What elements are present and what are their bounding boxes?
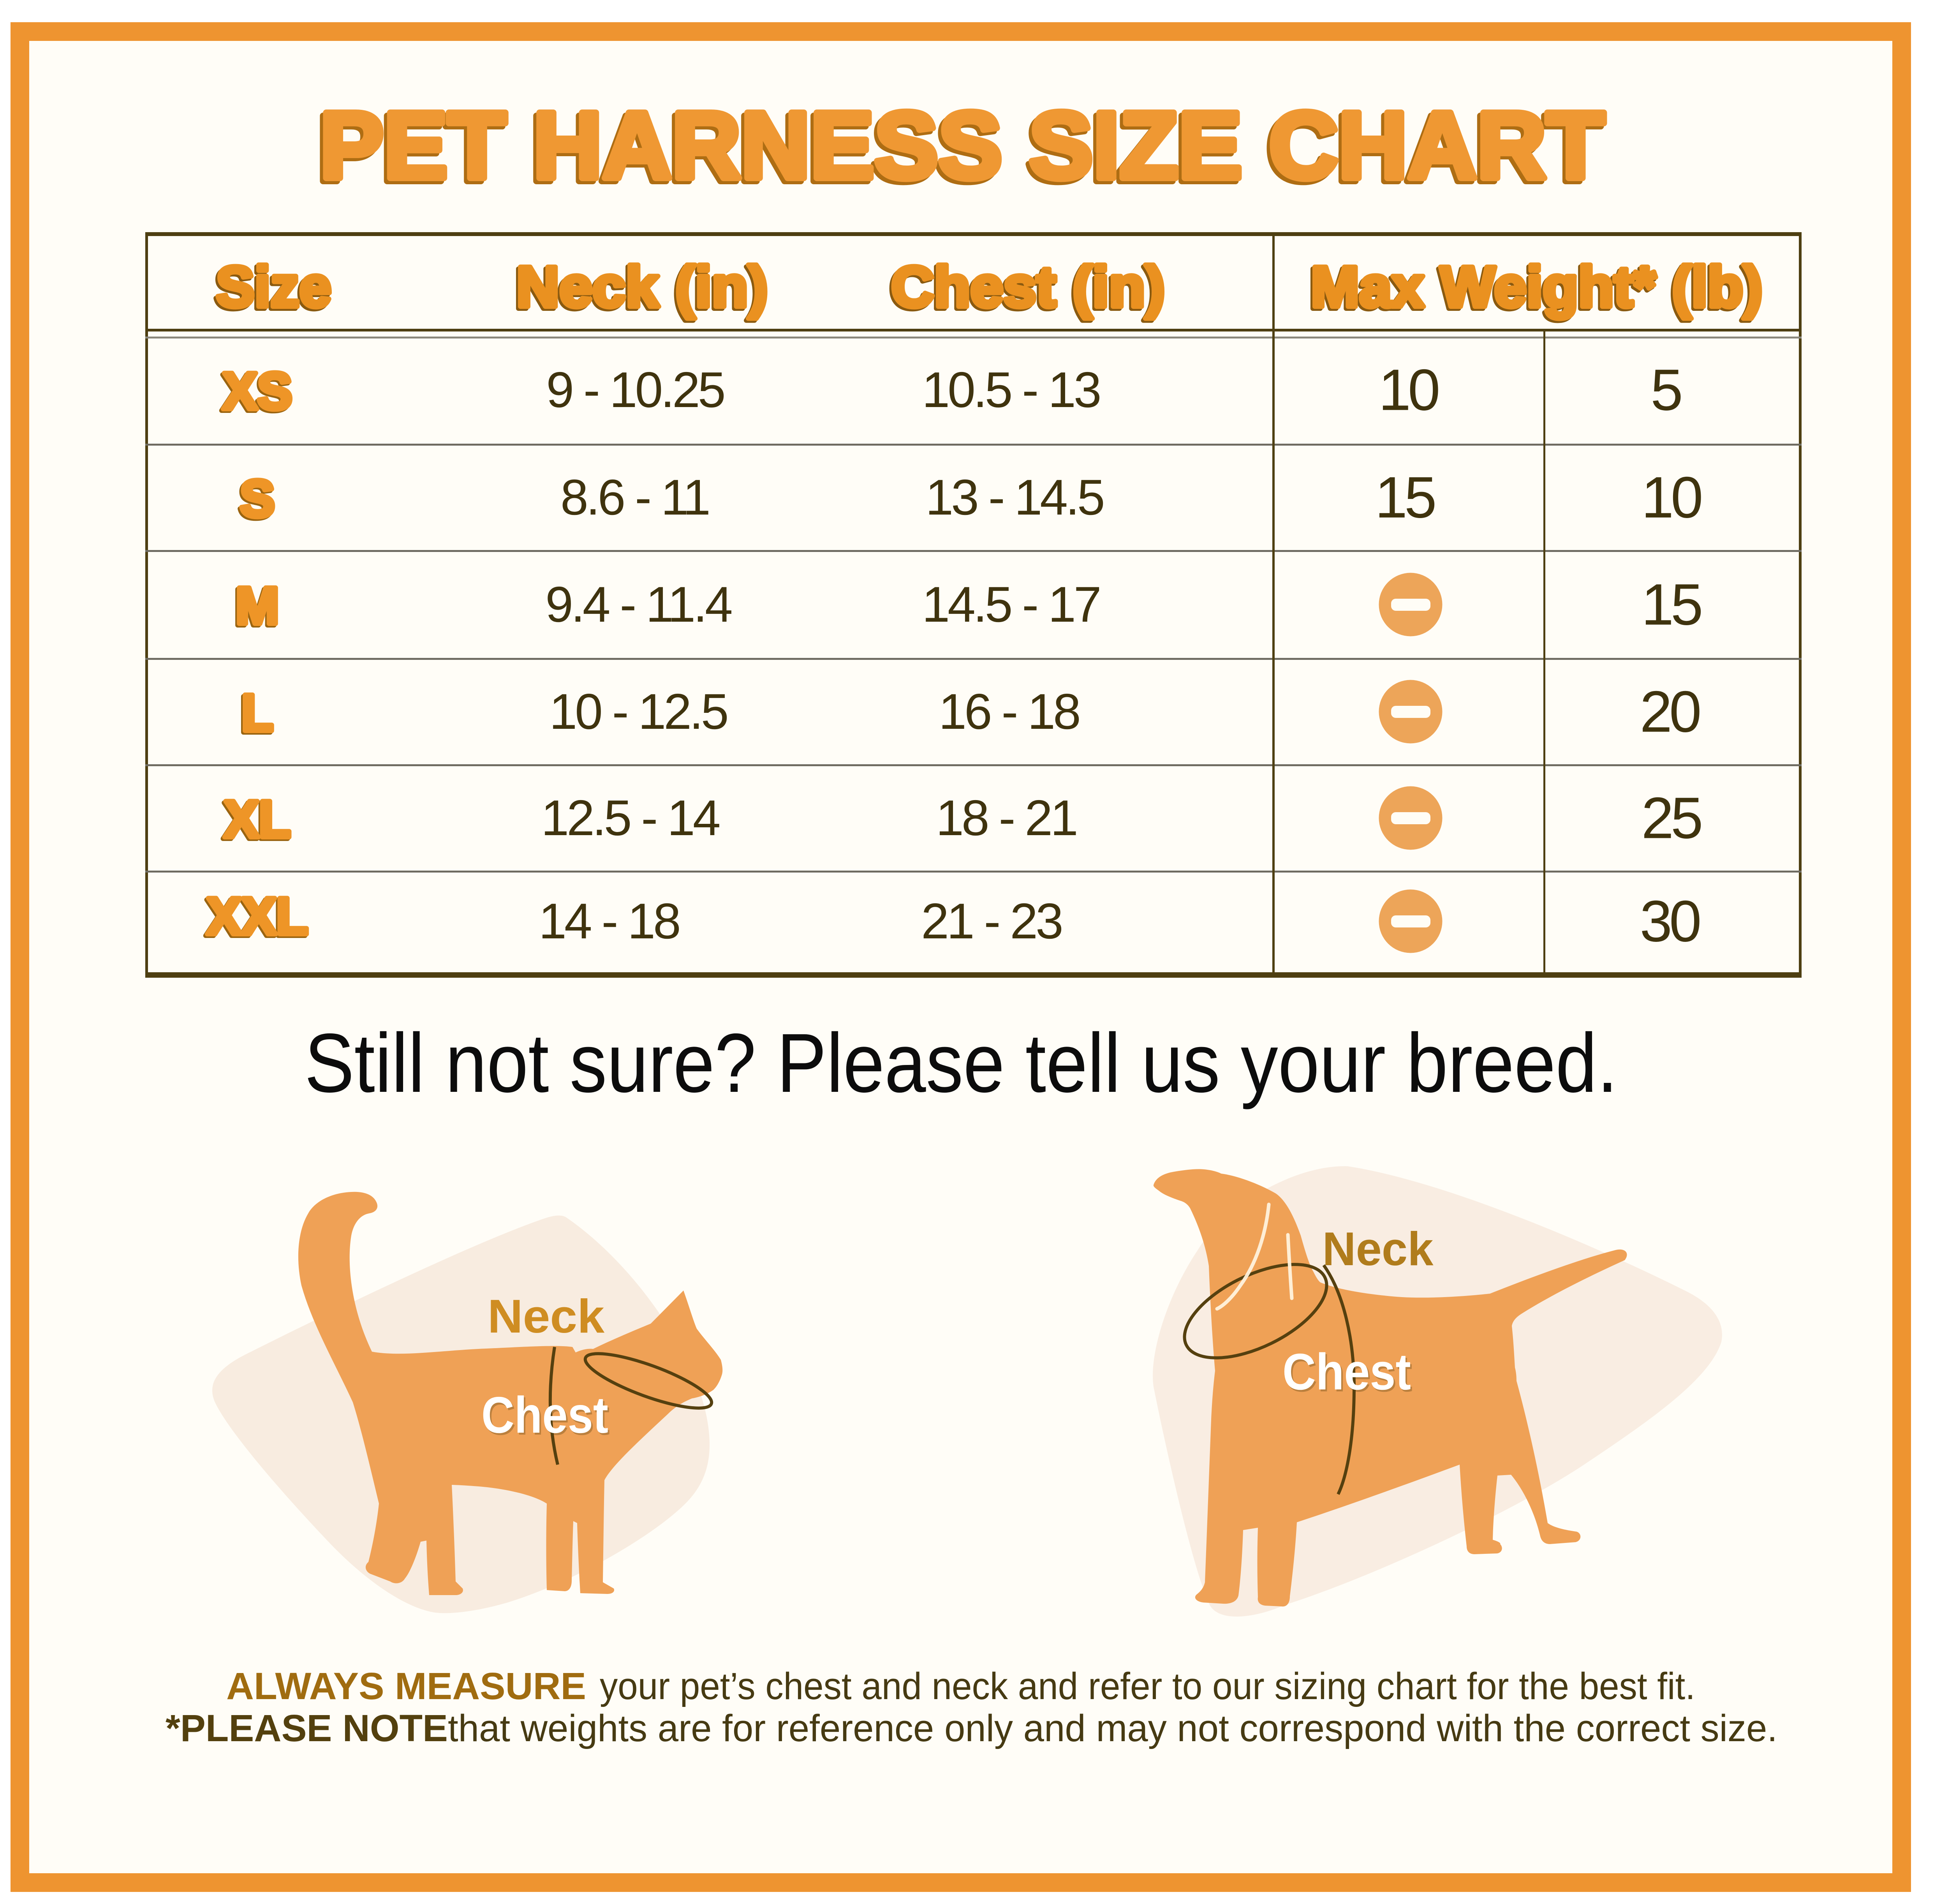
svg-text:Chest: Chest	[1282, 1343, 1411, 1400]
svg-text:Neck: Neck	[488, 1290, 604, 1343]
svg-text:*PLEASE NOTE: *PLEASE NOTE	[166, 1707, 448, 1749]
svg-text:M: M	[236, 577, 279, 635]
svg-text:Chest (in): Chest (in)	[891, 255, 1165, 319]
svg-text:that weights are for reference: that weights are for reference only and …	[448, 1707, 1777, 1749]
svg-text:your pet’s chest and neck and: your pet’s chest and neck and refer to o…	[600, 1665, 1695, 1707]
svg-text:ALWAYS MEASURE: ALWAYS MEASURE	[226, 1665, 586, 1707]
svg-text:XS: XS	[221, 364, 291, 422]
svg-text:M: M	[234, 578, 278, 636]
svg-text:Chest (in): Chest (in)	[889, 257, 1163, 321]
svg-text:Neck (in): Neck (in)	[514, 257, 766, 321]
svg-text:Chest: Chest	[1284, 1345, 1413, 1402]
svg-text:S: S	[238, 471, 273, 529]
svg-text:Neck: Neck	[1323, 1222, 1434, 1275]
svg-text:Size: Size	[214, 257, 329, 321]
svg-text:L: L	[240, 686, 272, 744]
svg-text:XXL: XXL	[205, 889, 307, 947]
svg-text:PET HARNESS SIZE CHART: PET HARNESS SIZE CHART	[320, 92, 1605, 198]
svg-text:PET HARNESS SIZE CHART: PET HARNESS SIZE CHART	[317, 95, 1602, 201]
svg-text:Neck (in): Neck (in)	[516, 255, 768, 319]
svg-text:XL: XL	[224, 790, 291, 848]
svg-text:XS: XS	[223, 362, 292, 420]
svg-text:S: S	[240, 470, 275, 528]
svg-text:XL: XL	[222, 792, 289, 850]
svg-text:Still not sure? Please tell us: Still not sure? Please tell us your bree…	[305, 1016, 1618, 1110]
svg-text:Max Weight* (lb): Max Weight* (lb)	[1309, 257, 1761, 321]
svg-text:Size: Size	[216, 255, 331, 319]
svg-text:XXL: XXL	[207, 887, 308, 945]
svg-text:Max Weight* (lb): Max Weight* (lb)	[1311, 255, 1763, 319]
svg-text:L: L	[241, 684, 273, 742]
svg-text:Chest: Chest	[481, 1386, 608, 1444]
svg-text:Chest: Chest	[483, 1388, 610, 1446]
